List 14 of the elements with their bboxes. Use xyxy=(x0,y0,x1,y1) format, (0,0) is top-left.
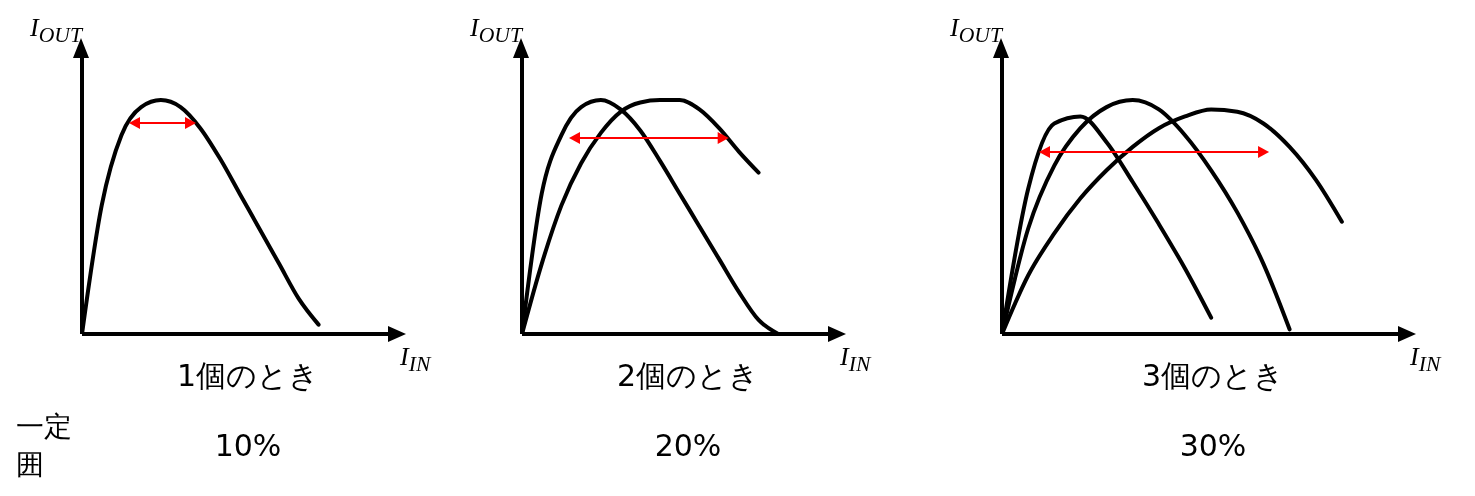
x-axis-title: I$_{IN}$ xyxy=(840,342,871,378)
text: 10% xyxy=(214,428,282,463)
x-axis-title: I$_{IN}$ xyxy=(1410,342,1441,378)
text: 20% xyxy=(653,428,723,463)
y-axis-title: I$_{OUT}$ xyxy=(469,13,522,49)
text: 2個のとき xyxy=(616,358,760,393)
text: 30% xyxy=(1178,428,1248,463)
text: 囲 xyxy=(16,447,44,483)
text: 1個のとき xyxy=(176,358,320,393)
text: 一定 xyxy=(16,409,72,445)
y-axis-title: I$_{OUT}$ xyxy=(949,13,1002,49)
text: 3個のとき xyxy=(1141,358,1285,393)
y-axis-title: I$_{OUT}$ xyxy=(29,13,82,49)
x-axis-title: I$_{IN}$ xyxy=(400,342,431,378)
